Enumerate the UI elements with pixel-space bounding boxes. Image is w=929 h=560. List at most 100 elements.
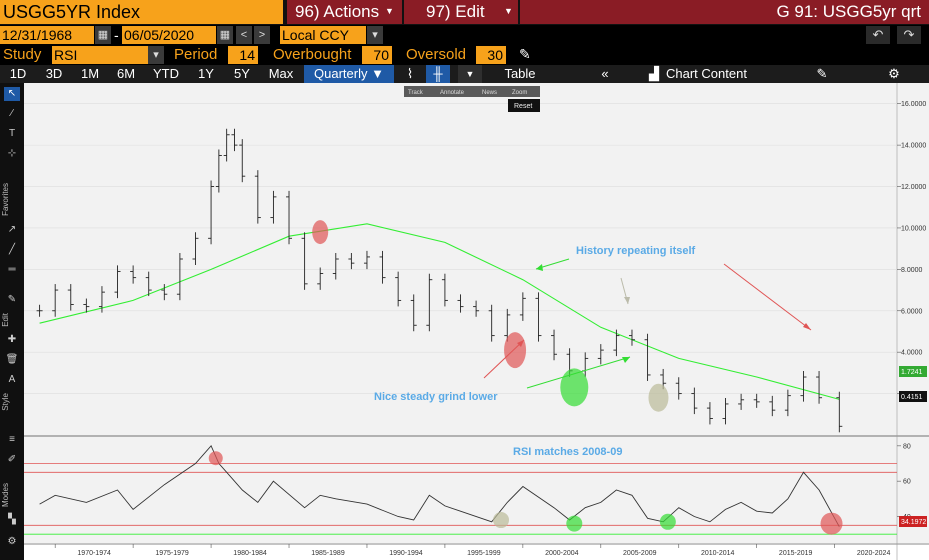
range-max-button[interactable]: Max [268, 66, 294, 81]
date-separator: - [114, 27, 119, 43]
chart-content-button[interactable]: Chart Content [666, 66, 747, 81]
range-1y-button[interactable]: 1Y [198, 66, 214, 81]
oversold-label: Oversold [406, 46, 467, 63]
rsi-highlight-2003 [566, 515, 583, 532]
x-axis-label: 2015-2019 [779, 550, 813, 557]
line-tool-icon[interactable]: ╱ [8, 244, 16, 255]
rsi-last-value: 34.1972 [901, 519, 926, 526]
price-last-value-box [899, 391, 927, 402]
range-1m-button[interactable]: 1M [80, 66, 100, 81]
range-6m-button[interactable]: 6M [116, 66, 136, 81]
color-mode-icon[interactable]: ▚ [8, 514, 16, 525]
arrow-tool-icon[interactable]: ↗ [7, 224, 17, 235]
prev-period-icon[interactable]: < [236, 26, 252, 44]
range-3d-button[interactable]: 3D [45, 66, 63, 81]
study-select[interactable]: RSI [52, 46, 148, 64]
overbought-input[interactable]: 70 [362, 46, 392, 64]
edit-label: Edit [1, 313, 10, 327]
title-bar: USGG5YR Index 96) Actions 97) Edit G 91:… [0, 0, 929, 25]
next-period-icon[interactable]: > [254, 26, 270, 44]
x-axis-label: 2020-2024 [857, 550, 891, 557]
annotate-button[interactable]: Annotate [440, 90, 465, 96]
x-axis-label: 1975-1979 [155, 550, 189, 557]
price-tick-label: 6.0000 [901, 308, 923, 315]
draw-tool-icon[interactable]: ✎ [7, 294, 17, 305]
track-button[interactable]: Track [408, 90, 424, 96]
oversold-input[interactable]: 30 [476, 46, 506, 64]
period-input[interactable]: 14 [228, 46, 258, 64]
currency-select[interactable]: Local CCY [280, 26, 366, 44]
pen-style-icon[interactable]: ✐ [7, 454, 17, 465]
price-tick-label: 10.0000 [901, 225, 926, 232]
edit-chart-icon[interactable]: ✎ [816, 66, 828, 81]
green-arrowhead-history [536, 264, 543, 271]
price-tick-label: 4.0000 [901, 350, 923, 357]
ma-last-value-box [899, 366, 927, 377]
lines-style-icon[interactable]: ≡ [9, 434, 15, 445]
undo-icon[interactable]: ↶ [866, 26, 890, 44]
actions-dropdown-icon: ▼ [385, 6, 394, 16]
edit-menu-button[interactable]: 97) Edit [404, 0, 518, 24]
green-arrow-grind [526, 356, 631, 389]
x-axis-label: 2010-2014 [701, 550, 735, 557]
pencil-icon[interactable]: ✎ [519, 46, 531, 62]
red-arrow-grind [483, 339, 525, 379]
green-arrowhead-grind [622, 357, 630, 363]
x-axis-label: 2005-2009 [623, 550, 657, 557]
bar-chart-icon[interactable]: ╫ [426, 65, 450, 83]
start-date-input[interactable]: 12/31/1968 [0, 26, 94, 44]
ticker-field[interactable]: USGG5YR Index [0, 0, 283, 24]
trendline-tool-icon[interactable]: ∕ [11, 108, 13, 119]
rsi-annotation: RSI matches 2008-09 [513, 446, 622, 458]
end-calendar-icon[interactable]: ▦ [217, 26, 233, 44]
red-arrowhead-right [803, 323, 811, 330]
actions-menu-button[interactable]: 96) Actions [287, 0, 402, 24]
font-tool-icon[interactable]: A [8, 374, 16, 385]
zoom-button[interactable]: Zoom [512, 90, 527, 96]
rsi-highlight-1998 [493, 512, 510, 529]
period-label: Period [174, 46, 218, 63]
options-gear-icon[interactable]: ⚙ [7, 536, 17, 547]
x-axis-label: 1990-1994 [389, 550, 423, 557]
range-5y-button[interactable]: 5Y [234, 66, 250, 81]
chart-type-dropdown-icon[interactable]: ▼ [458, 65, 482, 83]
price-last-value: 0.4151 [901, 394, 923, 401]
x-axis-label: 2000-2004 [545, 550, 579, 557]
rsi-tick-label: 60 [903, 479, 911, 486]
pointer-tool-icon[interactable]: ↖ [4, 87, 20, 101]
price-tick-label: 16.0000 [901, 101, 926, 108]
style-label: Style [1, 393, 10, 411]
end-date-input[interactable]: 06/05/2020 [122, 26, 216, 44]
moving-average-line [39, 223, 840, 400]
range-1d-button[interactable]: 1D [9, 66, 27, 81]
x-axis-label: 1995-1999 [467, 550, 501, 557]
crosshair-tool-icon[interactable]: ✚ [7, 334, 17, 345]
start-calendar-icon[interactable]: ▦ [95, 26, 111, 44]
currency-dropdown-icon[interactable]: ▾ [367, 26, 383, 44]
chart-area: 16.0000 14.0000 12.0000 10.0000 8.0000 6.0000… [24, 83, 929, 560]
redo-icon[interactable]: ↷ [897, 26, 921, 44]
range-ytd-button[interactable]: YTD [153, 66, 179, 81]
reset-button-bg [508, 99, 540, 112]
chart-svg: 16.0000 14.0000 12.0000 10.0000 8.0000 6.0000… [24, 83, 929, 560]
line-chart-icon[interactable]: ⌇ [406, 66, 414, 81]
news-button[interactable]: News [482, 90, 497, 96]
reset-button[interactable]: Reset [514, 103, 532, 110]
frequency-select[interactable]: Quarterly ▼ [304, 65, 394, 83]
x-axis-label: 1985-1989 [311, 550, 345, 557]
collapse-icon[interactable]: « [601, 66, 609, 81]
price-tick-label: 14.0000 [901, 143, 926, 150]
text-tool-icon[interactable]: T [8, 128, 16, 139]
settings-gear-icon[interactable]: ⚙ [888, 66, 900, 81]
hline-tool-icon[interactable]: ═ [8, 264, 16, 275]
study-label: Study [3, 46, 42, 63]
price-highlight-2008 [648, 383, 669, 412]
price-highlight-1987 [312, 220, 329, 245]
cursor-tool-icon[interactable]: ⊹ [7, 148, 17, 159]
study-dropdown-icon[interactable]: ▾ [148, 46, 164, 64]
table-button[interactable]: Table [504, 66, 536, 81]
chart-content-icon[interactable]: ▟ [649, 66, 659, 81]
rsi-tick-label: 80 [903, 443, 911, 450]
delete-tool-icon[interactable]: 🗑 [5, 354, 19, 365]
chart-toolbar [404, 86, 540, 97]
